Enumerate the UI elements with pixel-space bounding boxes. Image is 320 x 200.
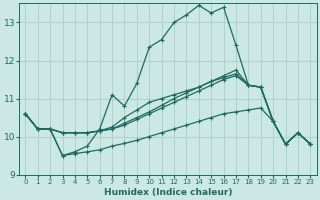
X-axis label: Humidex (Indice chaleur): Humidex (Indice chaleur) xyxy=(104,188,232,197)
